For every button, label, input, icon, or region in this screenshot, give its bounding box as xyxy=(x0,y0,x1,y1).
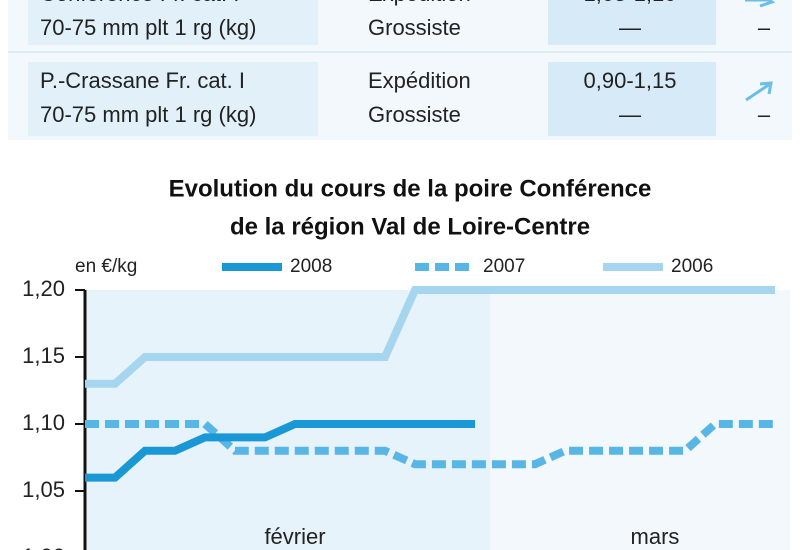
trend-arrow xyxy=(745,81,773,102)
price: 1,05-1,10 xyxy=(584,0,677,6)
chart-title: de la région Val de Loire-Centre xyxy=(230,213,590,240)
line-series xyxy=(85,286,775,388)
trend: – xyxy=(758,102,771,127)
product: Conférence Fr. cat. I xyxy=(40,0,239,6)
price-bg xyxy=(548,62,716,136)
y-tick-label: 1,05 xyxy=(22,477,65,502)
y-tick-label: 1,00 xyxy=(22,544,65,550)
price: 0,90-1,15 xyxy=(584,68,677,93)
trend: – xyxy=(758,15,771,40)
row-bg xyxy=(28,0,318,45)
chart-title: Evolution du cours de la poire Conférenc… xyxy=(169,175,652,202)
line-series xyxy=(85,420,775,469)
legend-label: 2006 xyxy=(671,256,713,277)
product: 70-75 mm plt 1 rg (kg) xyxy=(40,15,256,40)
y-axis-label: en €/kg xyxy=(75,256,137,277)
stage: Expédition xyxy=(368,0,471,6)
x-tick-label: février xyxy=(264,524,325,549)
stage: Expédition xyxy=(368,68,471,93)
legend-label: 2008 xyxy=(290,256,332,277)
line-series xyxy=(85,420,475,482)
legend-label: 2007 xyxy=(483,256,525,277)
trend-arrow xyxy=(745,0,776,8)
product: P.-Crassane Fr. cat. I xyxy=(40,68,245,93)
price-bg xyxy=(548,0,716,45)
y-tick-label: 1,15 xyxy=(22,343,65,368)
row-bg xyxy=(28,62,318,136)
y-tick-label: 1,10 xyxy=(22,410,65,435)
price: — xyxy=(619,102,641,127)
stage: Grossiste xyxy=(368,15,461,40)
x-tick-label: mars xyxy=(631,524,680,549)
product: 70-75 mm plt 1 rg (kg) xyxy=(40,102,256,127)
stage: Grossiste xyxy=(368,102,461,127)
price: — xyxy=(619,15,641,40)
y-tick-label: 1,20 xyxy=(22,276,65,301)
